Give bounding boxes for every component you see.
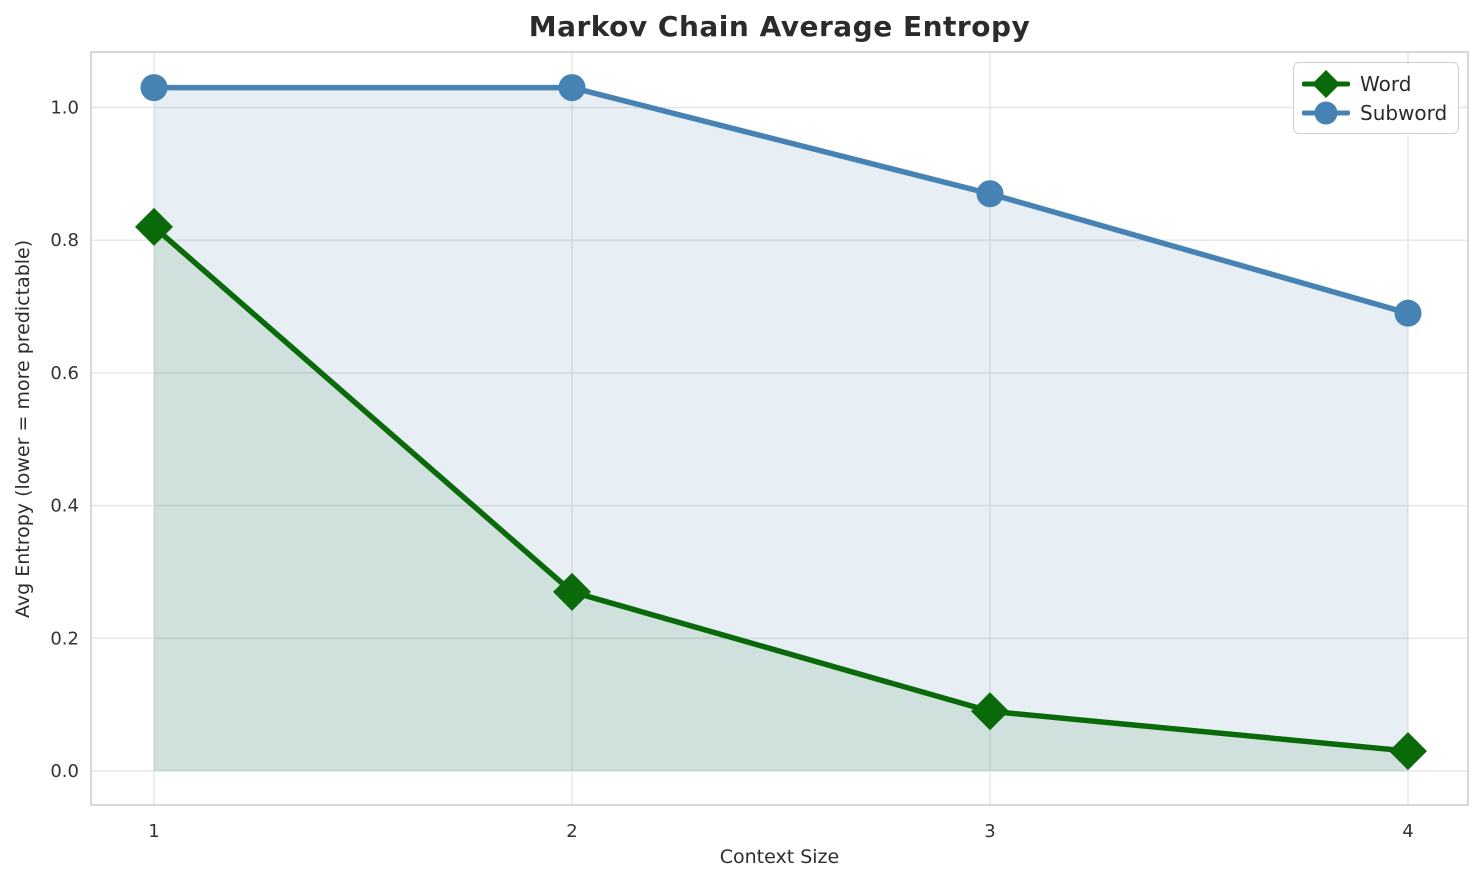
word-data-point <box>553 572 591 611</box>
chart-title: Markov Chain Average Entropy <box>528 10 1031 43</box>
legend-label-subword: Subword <box>1360 100 1448 125</box>
subword-series <box>140 74 1422 327</box>
svg-text:0.4: 0.4 <box>50 496 79 517</box>
legend: Word Subword <box>1293 62 1459 134</box>
svg-text:0.8: 0.8 <box>50 230 79 251</box>
subword-data-point <box>976 180 1004 208</box>
plot-frame <box>90 51 1469 806</box>
y-axis-label: Avg Entropy (lower = more predictable) <box>12 239 34 618</box>
legend-item-word: Word <box>1302 69 1448 98</box>
svg-text:0.0: 0.0 <box>50 761 79 782</box>
legend-label-word: Word <box>1360 71 1412 96</box>
subword-data-point <box>140 74 168 102</box>
word-series-marker-icon <box>1302 69 1350 98</box>
word-series <box>135 207 1427 771</box>
word-data-point <box>971 692 1009 731</box>
x-tick-labels: 1 2 3 4 <box>148 821 1413 842</box>
svg-text:1: 1 <box>148 821 159 842</box>
subword-series-marker-icon <box>1302 101 1350 124</box>
y-tick-labels: 0.0 0.2 0.4 0.6 0.8 1.0 <box>50 98 79 783</box>
subword-area-fill <box>154 87 1408 772</box>
legend-item-subword: Subword <box>1302 98 1448 127</box>
x-axis-label: Context Size <box>719 846 840 868</box>
subword-data-point <box>558 74 586 102</box>
word-data-point <box>1389 732 1427 771</box>
word-data-point <box>135 207 173 246</box>
svg-text:3: 3 <box>984 821 995 842</box>
svg-text:1.0: 1.0 <box>50 98 79 119</box>
svg-text:0.6: 0.6 <box>50 363 79 384</box>
svg-text:2: 2 <box>566 821 577 842</box>
svg-text:0.2: 0.2 <box>50 628 79 649</box>
word-area-fill <box>154 226 1408 771</box>
subword-data-point <box>1394 299 1422 327</box>
svg-text:4: 4 <box>1402 821 1413 842</box>
